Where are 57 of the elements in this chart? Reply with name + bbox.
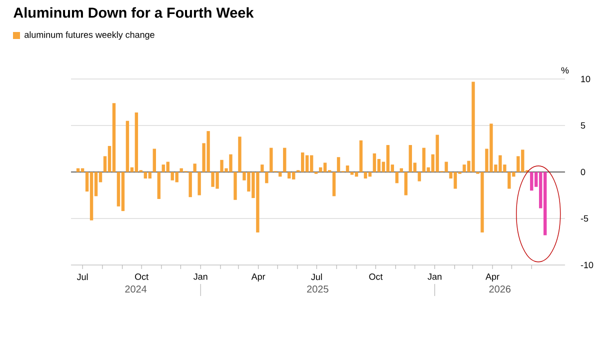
bar (260, 164, 264, 172)
bar (283, 148, 286, 172)
bar (90, 172, 94, 220)
x-tick-label: Oct (135, 274, 148, 280)
bar (238, 136, 242, 172)
bar (112, 103, 116, 172)
y-axis-title: % (561, 67, 569, 74)
bar (372, 153, 376, 172)
bar (121, 172, 125, 212)
bar (354, 172, 358, 177)
y-tick-label: -10 (580, 262, 594, 268)
x-tick-label: Jul (311, 274, 322, 280)
bar (368, 172, 372, 177)
bar (265, 172, 268, 184)
bar (175, 172, 178, 182)
x-tick-label: Jan (428, 274, 442, 280)
x-tick-label: Apr (251, 274, 266, 282)
bar (323, 162, 327, 172)
bar (198, 172, 201, 196)
bar (278, 172, 282, 177)
x-tick-label: Apr (486, 274, 500, 282)
y-tick-label: 5 (580, 122, 586, 129)
bar (152, 148, 156, 172)
y-tick-label: -5 (580, 215, 588, 222)
text: 2024 (125, 286, 147, 293)
bar (157, 172, 160, 199)
bar (234, 172, 237, 200)
bar (336, 157, 340, 172)
bar (144, 172, 148, 179)
x-tick-label: Jan (194, 274, 208, 280)
bar (359, 140, 363, 172)
chart-title: Aluminum Down for a Fourth Week (14, 7, 254, 18)
bar (404, 172, 408, 196)
x-tick-label: Jul (76, 274, 88, 280)
bar (188, 172, 192, 198)
x-tick-label: Oct (369, 274, 383, 280)
bar (350, 172, 354, 175)
bar (310, 155, 314, 172)
bar (530, 172, 534, 191)
bar (418, 172, 421, 182)
bar (395, 172, 399, 184)
bar (166, 162, 170, 172)
legend-label: aluminum futures weekly change (24, 31, 154, 40)
y-tick-label: 0 (580, 168, 586, 176)
bar (386, 145, 390, 172)
bar (346, 165, 350, 172)
bar (364, 172, 368, 179)
bar (332, 172, 336, 196)
bar (126, 120, 130, 172)
bar (134, 112, 138, 172)
bar (148, 172, 152, 179)
text: 2026 (489, 286, 511, 293)
bar (193, 164, 196, 172)
bar (288, 172, 291, 179)
y-tick-label: 10 (581, 76, 590, 82)
bar (305, 155, 309, 172)
text: 2025 (307, 286, 328, 293)
